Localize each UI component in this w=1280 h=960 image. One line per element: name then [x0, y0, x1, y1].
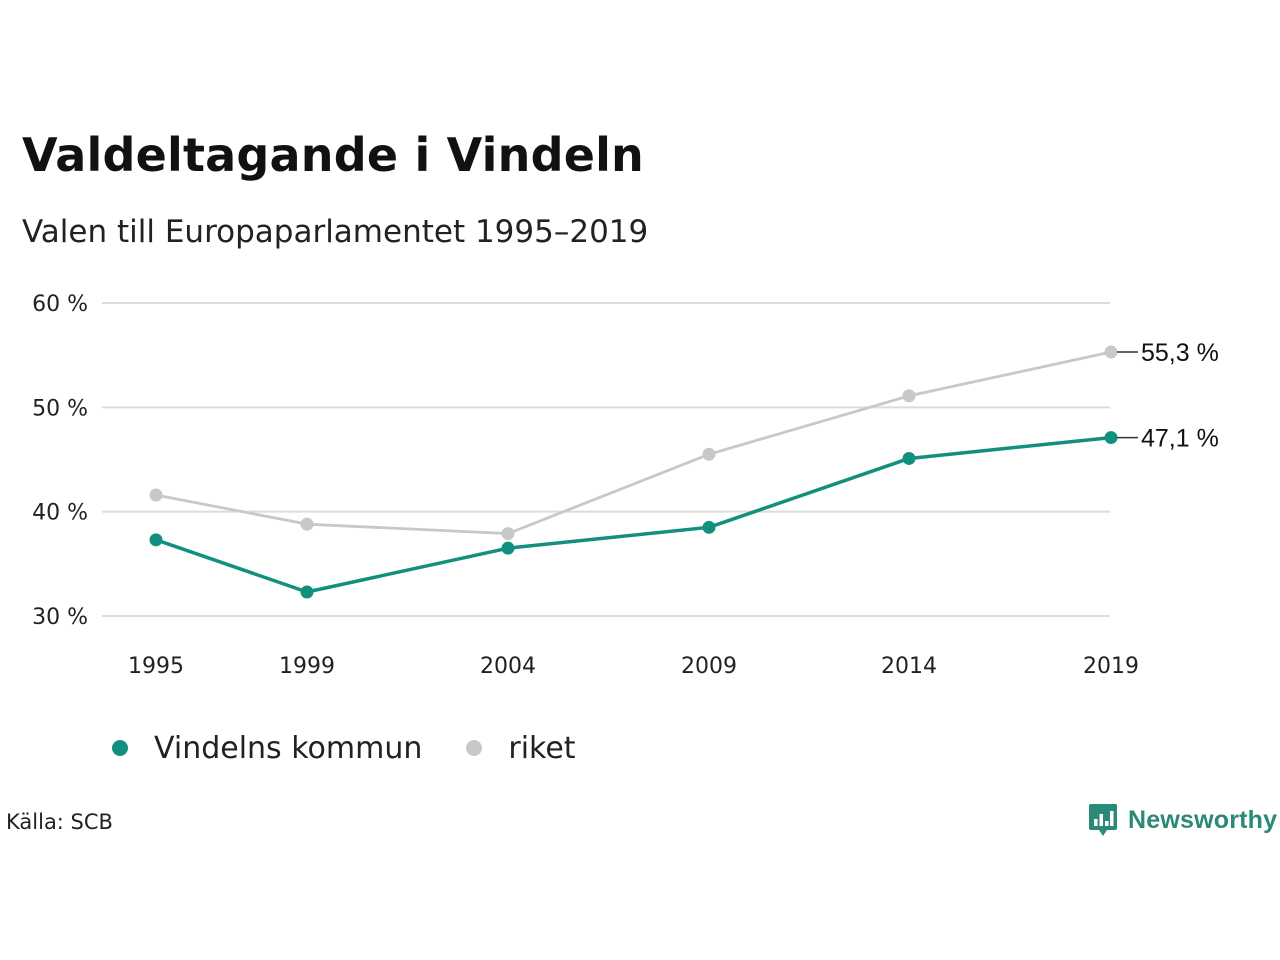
data-point: [501, 527, 515, 541]
data-point: [902, 451, 916, 465]
legend-item-riket: riket: [466, 730, 576, 766]
data-point: [501, 541, 515, 555]
x-tick-label: 2004: [480, 654, 536, 679]
data-point: [702, 520, 716, 534]
x-tick-label: 1995: [128, 654, 184, 679]
legend-marker-riket: [466, 740, 483, 756]
series-vindeln: 47,1 %: [149, 425, 1219, 599]
x-tick-label: 2009: [681, 654, 737, 679]
legend: Vindelns kommun riket: [112, 726, 620, 770]
end-value-label: 55,3 %: [1141, 339, 1219, 367]
source-note: Källa: SCB: [6, 810, 113, 834]
data-point: [149, 488, 163, 502]
chart-title: Valdeltagande i Vindeln: [22, 128, 645, 182]
logo-text: Newsworthy: [1128, 805, 1278, 834]
data-point: [1104, 345, 1118, 359]
end-value-label: 47,1 %: [1141, 425, 1219, 453]
chart-subtitle: Valen till Europaparlamentet 1995–2019: [22, 214, 649, 250]
legend-marker-vindeln: [112, 740, 128, 756]
y-tick-label: 30 %: [32, 605, 88, 630]
bar-chart-speech-bubble-icon: [1089, 804, 1117, 836]
data-point: [300, 517, 314, 531]
x-axis-ticks: 1995 1999 2004 2009 2014 2019: [128, 654, 1139, 679]
data-point: [902, 389, 916, 403]
legend-label-vindeln: Vindelns kommun: [154, 730, 423, 766]
x-tick-label: 2019: [1083, 654, 1139, 679]
data-point: [1104, 431, 1118, 445]
data-point: [702, 447, 716, 461]
line-chart: 30 % 40 % 50 % 60 % 1995 1999 2004 2009 2014 201…: [32, 292, 1219, 679]
legend-item-vindeln: Vindelns kommun: [112, 731, 422, 766]
data-point: [300, 585, 314, 599]
series-line: [155, 350, 1112, 535]
x-tick-label: 2014: [881, 654, 937, 679]
x-tick-label: 1999: [279, 654, 335, 679]
newsworthy-logo[interactable]: Newsworthy: [1088, 802, 1277, 838]
legend-label-riket: riket: [508, 730, 576, 766]
series-line: [155, 435, 1112, 594]
y-tick-label: 40 %: [32, 501, 88, 526]
y-tick-label: 60 %: [32, 292, 88, 317]
data-point: [149, 533, 163, 547]
y-tick-label: 50 %: [32, 396, 88, 421]
series-riket: 55,3 %: [149, 339, 1219, 541]
grid-lines: [102, 302, 1110, 617]
series-group: 55,3 % 47,1 %: [149, 339, 1219, 599]
y-axis-ticks: 30 % 40 % 50 % 60 %: [32, 292, 88, 630]
